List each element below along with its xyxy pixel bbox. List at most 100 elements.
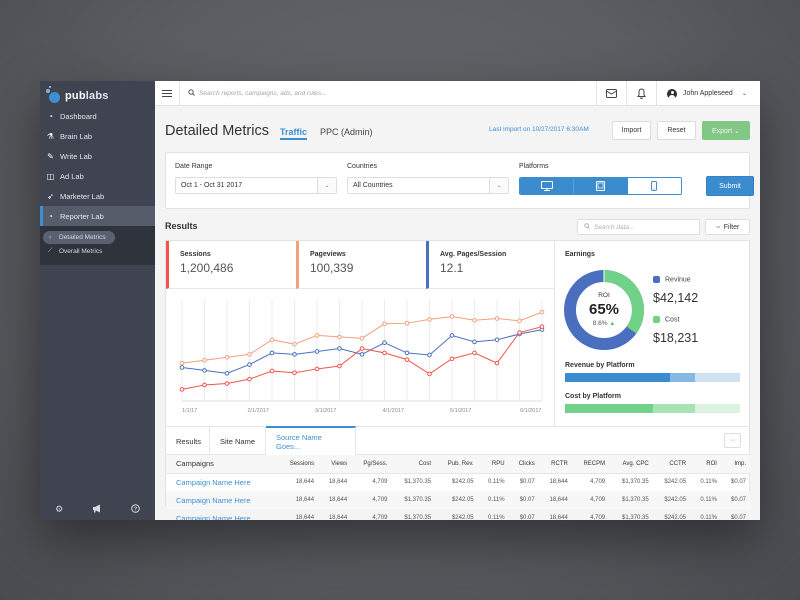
help-icon[interactable]: ? bbox=[131, 503, 141, 515]
column-header-recpm[interactable]: RECPM bbox=[571, 455, 610, 474]
campaign-name-link[interactable]: Campaign Name Here bbox=[176, 513, 251, 521]
platform-desktop-toggle[interactable] bbox=[520, 178, 574, 194]
data-point[interactable] bbox=[359, 336, 365, 341]
data-point[interactable] bbox=[292, 370, 297, 376]
column-header-roi[interactable]: ROI bbox=[690, 455, 721, 474]
data-point[interactable] bbox=[247, 352, 252, 357]
data-point[interactable] bbox=[292, 341, 297, 347]
sidebar-item-dashboard[interactable]: ◔ Dashboard bbox=[40, 106, 155, 126]
data-point[interactable] bbox=[247, 376, 252, 382]
logo[interactable]: publabs bbox=[46, 86, 109, 106]
data-point[interactable] bbox=[427, 371, 432, 377]
campaign-name-link[interactable]: Campaign Name Here bbox=[176, 477, 251, 487]
megaphone-icon[interactable] bbox=[92, 504, 102, 515]
table-row[interactable]: Campaign Name Here 18,644 18,644 4,709 $1,37… bbox=[166, 509, 750, 521]
data-search-input[interactable] bbox=[594, 223, 694, 231]
data-point[interactable] bbox=[427, 352, 432, 358]
tab-site-name[interactable]: Site Name bbox=[210, 427, 266, 455]
sidebar-item-ad-lab[interactable]: ◫ Ad Lab bbox=[46, 171, 84, 181]
filter-button[interactable]: ≂ Filter bbox=[705, 219, 750, 235]
more-options-button[interactable]: ··· bbox=[724, 433, 741, 448]
notifications-button[interactable] bbox=[626, 81, 656, 106]
platform-mobile-toggle[interactable] bbox=[627, 178, 681, 194]
data-point[interactable] bbox=[517, 330, 522, 335]
column-header-pg-sess[interactable]: Pg/Sess. bbox=[351, 455, 392, 474]
settings-icon[interactable]: ⚙ bbox=[55, 503, 64, 514]
data-point[interactable] bbox=[404, 357, 410, 362]
data-point[interactable] bbox=[224, 371, 230, 376]
data-point[interactable] bbox=[247, 362, 252, 367]
subnav-item-detailed-metrics[interactable]: ♀ Detailed Metrics bbox=[43, 231, 115, 244]
data-point[interactable] bbox=[382, 340, 387, 346]
data-point[interactable] bbox=[337, 363, 342, 369]
reset-button[interactable]: Reset bbox=[657, 121, 696, 140]
data-point[interactable] bbox=[179, 387, 185, 392]
data-point[interactable] bbox=[314, 349, 320, 354]
last-import-link[interactable]: Last import on 10/27/2017 6:30AM bbox=[489, 126, 589, 133]
data-point[interactable] bbox=[472, 317, 477, 323]
tab-source-name[interactable]: Source Name Goes... bbox=[266, 426, 356, 455]
sidebar-item-reporter-lab[interactable]: ◔ Reporter Lab bbox=[40, 206, 155, 226]
campaign-name-link[interactable]: Campaign Name Here bbox=[166, 491, 278, 509]
data-point[interactable] bbox=[449, 356, 455, 362]
data-point[interactable] bbox=[427, 317, 432, 322]
data-point[interactable] bbox=[337, 346, 342, 351]
tab-ppc-admin[interactable]: PPC (Admin) bbox=[320, 127, 373, 137]
data-point[interactable] bbox=[494, 337, 500, 343]
data-point[interactable] bbox=[472, 350, 477, 356]
data-point[interactable] bbox=[269, 350, 275, 356]
data-point[interactable] bbox=[202, 368, 207, 373]
data-point[interactable] bbox=[494, 360, 500, 366]
date-range-select[interactable]: Oct 1 - Oct 31 2017 ⌄ bbox=[175, 177, 337, 194]
sidebar-item-brain-lab[interactable]: ⚗ Brain Lab bbox=[46, 131, 93, 141]
column-header-cost[interactable]: Cost bbox=[391, 455, 436, 474]
table-row[interactable]: Campaign Name Here 18,644 18,644 4,709 $1,37… bbox=[166, 473, 750, 491]
column-header-campaigns[interactable]: Campaigns bbox=[166, 455, 278, 474]
table-row[interactable]: Campaign Name Here 18,644 18,644 4,709 $1,37… bbox=[166, 491, 750, 509]
column-header-rpu[interactable]: RPU bbox=[477, 455, 509, 474]
data-point[interactable] bbox=[539, 324, 545, 329]
data-point[interactable] bbox=[314, 333, 320, 338]
column-header-views[interactable]: Views bbox=[318, 455, 352, 474]
import-button[interactable]: Import bbox=[612, 121, 651, 140]
data-point[interactable] bbox=[179, 360, 185, 366]
data-point[interactable] bbox=[337, 334, 342, 340]
sidebar-item-write-lab[interactable]: ✎ Write Lab bbox=[47, 151, 92, 161]
export-button[interactable]: Export ⌄ bbox=[702, 121, 750, 140]
column-header-pub-rev[interactable]: Pub. Rev. bbox=[435, 455, 478, 474]
platform-tablet-toggle[interactable] bbox=[573, 178, 628, 194]
data-point[interactable] bbox=[292, 352, 297, 357]
data-point[interactable] bbox=[359, 352, 365, 357]
subnav-item-overall-metrics[interactable]: ⟋ Overall Metrics bbox=[48, 248, 103, 255]
data-point[interactable] bbox=[404, 350, 410, 356]
messages-button[interactable] bbox=[596, 81, 626, 106]
data-point[interactable] bbox=[382, 321, 387, 327]
countries-select[interactable]: All Countries ⌄ bbox=[347, 177, 509, 194]
column-header-imp[interactable]: Imp. bbox=[720, 455, 750, 474]
data-point[interactable] bbox=[269, 368, 275, 374]
tab-results[interactable]: Results bbox=[166, 427, 210, 455]
global-search-input[interactable] bbox=[199, 90, 579, 97]
data-point[interactable] bbox=[314, 366, 320, 372]
column-header-cctr[interactable]: CCTR bbox=[652, 455, 691, 474]
data-point[interactable] bbox=[539, 309, 545, 315]
data-point[interactable] bbox=[202, 382, 207, 388]
user-menu[interactable]: John Appleseed ⌄ bbox=[656, 81, 760, 106]
data-point[interactable] bbox=[224, 381, 230, 386]
submit-button[interactable]: Submit bbox=[706, 176, 754, 196]
data-point[interactable] bbox=[179, 365, 185, 370]
sidebar-item-marketer-lab[interactable]: ➶ Marketer Lab bbox=[47, 191, 105, 201]
data-point[interactable] bbox=[449, 314, 455, 319]
data-point[interactable] bbox=[449, 333, 455, 338]
data-point[interactable] bbox=[472, 339, 477, 345]
data-point[interactable] bbox=[202, 357, 207, 363]
data-point[interactable] bbox=[224, 354, 230, 360]
data-point[interactable] bbox=[517, 318, 522, 324]
tab-traffic[interactable]: Traffic bbox=[280, 127, 308, 140]
column-header-sessions[interactable]: Sessions bbox=[277, 455, 319, 474]
column-header-avg-cpc[interactable]: Avg. CPC bbox=[609, 455, 653, 474]
data-point[interactable] bbox=[269, 337, 275, 343]
data-point[interactable] bbox=[382, 350, 387, 356]
menu-toggle-button[interactable] bbox=[155, 81, 180, 106]
data-point[interactable] bbox=[359, 346, 365, 351]
